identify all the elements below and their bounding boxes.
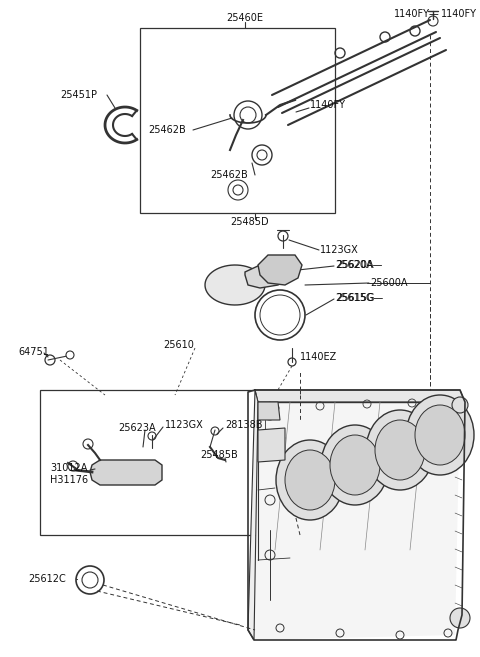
Text: 1123GX: 1123GX <box>165 420 204 430</box>
Text: 25462B: 25462B <box>210 170 248 180</box>
Polygon shape <box>205 265 265 305</box>
Text: 25460E: 25460E <box>227 13 264 23</box>
Text: 25612C: 25612C <box>28 574 66 584</box>
Text: 25462B: 25462B <box>148 125 186 135</box>
Text: 25620A—: 25620A— <box>335 260 383 270</box>
Polygon shape <box>258 402 280 420</box>
Text: 25485B: 25485B <box>200 450 238 460</box>
Text: 1140EZ: 1140EZ <box>300 352 337 362</box>
Text: 1140FY—: 1140FY— <box>394 9 440 19</box>
Text: 25610: 25610 <box>163 340 194 350</box>
Text: 25451P: 25451P <box>60 90 97 100</box>
Text: 28138B: 28138B <box>225 420 263 430</box>
Ellipse shape <box>366 410 434 490</box>
Polygon shape <box>254 400 460 640</box>
Text: 31012A: 31012A <box>50 463 87 473</box>
Polygon shape <box>245 263 290 288</box>
Ellipse shape <box>406 395 474 475</box>
Bar <box>140 28 335 213</box>
Text: H31176: H31176 <box>50 475 88 485</box>
Ellipse shape <box>276 440 344 520</box>
Text: 25485D: 25485D <box>230 217 269 227</box>
Circle shape <box>66 351 74 359</box>
Text: 25623A: 25623A <box>118 423 156 433</box>
Text: 1140FY: 1140FY <box>310 100 346 110</box>
Polygon shape <box>248 390 258 640</box>
Ellipse shape <box>415 405 465 465</box>
Text: 25615G: 25615G <box>336 293 374 303</box>
Ellipse shape <box>321 425 389 505</box>
Text: 25620A: 25620A <box>336 260 373 270</box>
Ellipse shape <box>285 450 335 510</box>
Text: 64751: 64751 <box>18 347 49 357</box>
Text: 1140FY: 1140FY <box>441 9 477 19</box>
Text: 1123GX: 1123GX <box>320 245 359 255</box>
Circle shape <box>450 608 470 628</box>
Polygon shape <box>258 255 302 285</box>
Text: 25600A: 25600A <box>370 278 408 288</box>
Bar <box>40 390 300 535</box>
Circle shape <box>452 397 468 413</box>
Ellipse shape <box>330 435 380 495</box>
Polygon shape <box>258 428 285 462</box>
Ellipse shape <box>375 420 425 480</box>
Polygon shape <box>255 390 465 402</box>
Text: 25615G—: 25615G— <box>335 293 383 303</box>
Polygon shape <box>90 460 162 485</box>
